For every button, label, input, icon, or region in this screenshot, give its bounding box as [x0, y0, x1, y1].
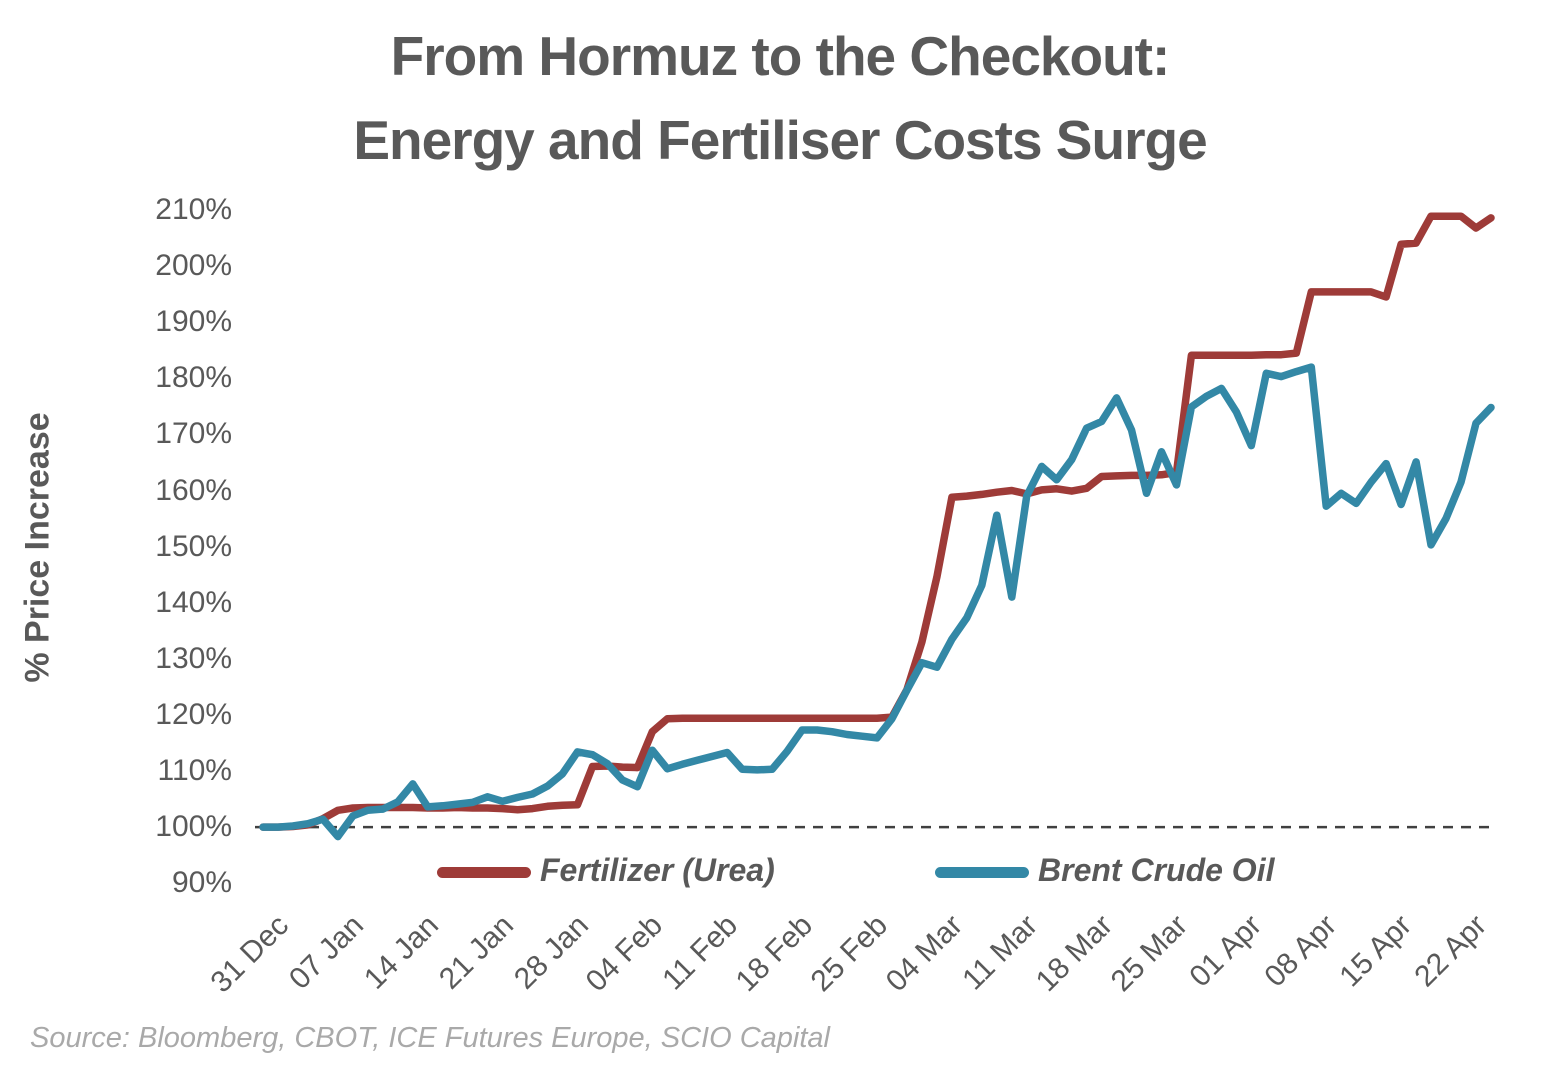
y-tick-label: 130% [155, 641, 232, 675]
brent-legend-label: Brent Crude Oil [1038, 852, 1275, 888]
brent-crude-line [259, 363, 1495, 841]
y-tick-label: 110% [157, 754, 232, 787]
chart-title: From Hormuz to the Checkout: Energy and … [0, 14, 1560, 182]
chart-title-line1: From Hormuz to the Checkout: [390, 25, 1171, 87]
brent-legend-swatch [935, 867, 1029, 878]
fertilizer-line [259, 212, 1495, 831]
y-tick-label: 200% [155, 249, 232, 283]
fertilizer-legend-label: Fertilizer (Urea) [540, 852, 775, 888]
y-tick-label: 160% [155, 473, 232, 507]
y-tick-label: 120% [155, 697, 232, 731]
fertilizer-legend-swatch [437, 867, 531, 878]
y-tick-label: 180% [155, 361, 232, 395]
y-tick-label: 150% [155, 529, 232, 563]
y-tick-label: 140% [155, 585, 232, 619]
chart-title-line2: Energy and Fertiliser Costs Surge [353, 109, 1207, 171]
y-tick-label: 170% [155, 417, 232, 451]
y-tick-label: 90% [171, 866, 232, 900]
y-tick-label: 100% [155, 810, 232, 844]
y-tick-label: 190% [155, 305, 232, 339]
source-note: Source: Bloomberg, CBOT, ICE Futures Eur… [30, 1022, 830, 1054]
y-tick-label: 210% [155, 193, 232, 226]
